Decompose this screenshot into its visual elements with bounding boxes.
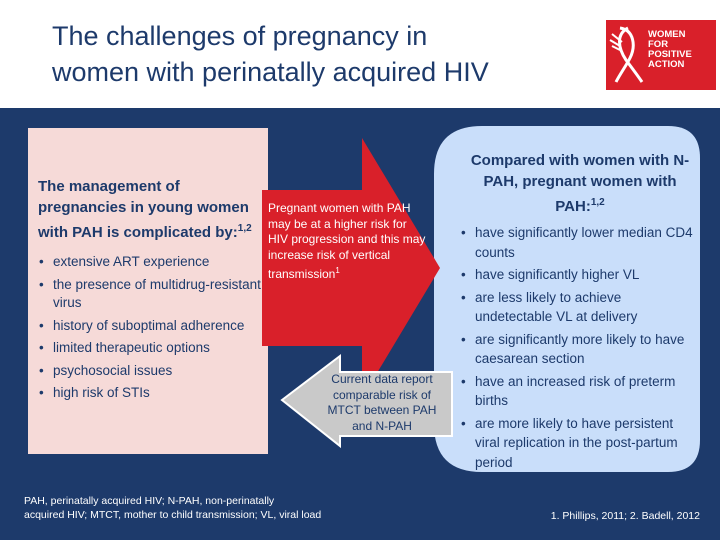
right-bullet-list: have significantly lower median CD4 coun… xyxy=(460,223,700,472)
references: 1. Phillips, 2011; 2. Badell, 2012 xyxy=(550,510,700,522)
red-arrow-citation: 1 xyxy=(335,266,340,275)
left-bullet: extensive ART experience xyxy=(38,253,268,272)
slide-title-line-1: The challenges of pregnancy in xyxy=(52,21,428,51)
left-heading-citation: 1,2 xyxy=(237,223,252,234)
right-bullet: have an increased risk of preterm births xyxy=(460,372,700,411)
left-bullet: high risk of STIs xyxy=(38,384,268,403)
red-ribbon-icon xyxy=(606,20,716,90)
slide-title-line-2: women with perinatally acquired HIV xyxy=(52,57,489,87)
grey-arrow-text: Current data report comparable risk of M… xyxy=(327,372,437,433)
left-bullet: history of suboptimal adherence xyxy=(38,317,268,336)
right-heading: Compared with women with N-PAH, pregnant… xyxy=(460,150,700,217)
logo-text: WOMEN FOR POSITIVE ACTION xyxy=(648,30,692,70)
right-heading-text: Compared with women with N-PAH, pregnant… xyxy=(470,152,690,215)
logo-line-1: WOMEN xyxy=(648,29,686,40)
left-bullet: psychosocial issues xyxy=(38,362,268,381)
right-bullet: are more likely to have persistent viral… xyxy=(460,414,700,473)
right-bullet: are significantly more likely to have ca… xyxy=(460,330,700,369)
footnote: PAH, perinatally acquired HIV; N-PAH, no… xyxy=(24,494,384,522)
left-bullet-list: extensive ART experience the presence of… xyxy=(38,253,268,403)
red-arrow-text-body: Pregnant women with PAH may be at a high… xyxy=(268,201,426,281)
right-bullet: are less likely to achieve undetectable … xyxy=(460,288,700,327)
right-bullet: have significantly lower median CD4 coun… xyxy=(460,223,700,262)
red-arrow-text: Pregnant women with PAH may be at a high… xyxy=(268,201,428,283)
left-content: The management of pregnancies in young w… xyxy=(38,176,268,407)
left-heading-text: The management of pregnancies in young w… xyxy=(38,178,249,241)
right-heading-citation: 1,2 xyxy=(590,197,605,208)
right-content: Compared with women with N-PAH, pregnant… xyxy=(460,150,700,475)
left-heading: The management of pregnancies in young w… xyxy=(38,176,268,243)
footnote-line-2: acquired HIV; MTCT, mother to child tran… xyxy=(24,509,322,521)
grey-arrow xyxy=(280,353,453,449)
logo-line-3: POSITIVE xyxy=(648,49,692,60)
left-bullet: limited therapeutic options xyxy=(38,339,268,358)
left-bullet: the presence of multidrug-resistant viru… xyxy=(38,276,268,313)
title-band xyxy=(0,0,720,108)
red-arrow xyxy=(262,138,440,398)
logo: WOMEN FOR POSITIVE ACTION xyxy=(606,20,716,90)
slide-title: The challenges of pregnancy in women wit… xyxy=(52,18,572,90)
logo-line-4: ACTION xyxy=(648,59,685,70)
right-bullet: have significantly higher VL xyxy=(460,265,700,285)
logo-line-2: FOR xyxy=(648,39,669,50)
footnote-line-1: PAH, perinatally acquired HIV; N-PAH, no… xyxy=(24,495,275,507)
